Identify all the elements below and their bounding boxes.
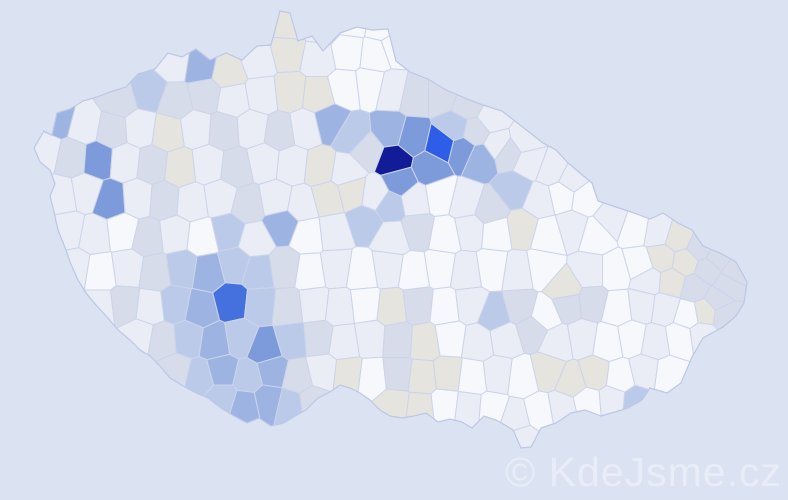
- map-cell[interactable]: [686, 3, 788, 262]
- map-cell[interactable]: [627, 288, 656, 325]
- map-cell[interactable]: [128, 384, 238, 500]
- map-cell[interactable]: [571, 130, 660, 218]
- map-cell[interactable]: [380, 0, 500, 71]
- map-cell[interactable]: [350, 286, 381, 324]
- map-cell[interactable]: [159, 214, 191, 255]
- map-cell[interactable]: [271, 286, 304, 327]
- map-cell[interactable]: [324, 286, 355, 327]
- map-cell[interactable]: [364, 0, 472, 42]
- map-cell[interactable]: [482, 354, 513, 396]
- map-cell[interactable]: [211, 19, 249, 89]
- map-cell[interactable]: [354, 319, 386, 359]
- map-cell[interactable]: [476, 0, 602, 134]
- map-cell[interactable]: [382, 357, 413, 392]
- map-cell[interactable]: [434, 320, 467, 358]
- map-cell[interactable]: [149, 179, 180, 222]
- map-cell[interactable]: [330, 34, 364, 72]
- country-border: [33, 10, 748, 449]
- map-cell[interactable]: [332, 356, 363, 420]
- map-cell[interactable]: [558, 0, 746, 193]
- map-cell[interactable]: [275, 144, 309, 187]
- map-cell[interactable]: [135, 287, 165, 326]
- map-cell[interactable]: [122, 177, 153, 220]
- map-cell[interactable]: [0, 352, 192, 500]
- map-cell[interactable]: [705, 92, 788, 272]
- map-cell[interactable]: [111, 248, 144, 288]
- map-cell[interactable]: [0, 109, 62, 201]
- map-cell[interactable]: [54, 0, 139, 118]
- map-cell[interactable]: [376, 286, 408, 327]
- map-cell[interactable]: [0, 247, 91, 350]
- map-cell[interactable]: [443, 424, 607, 500]
- map-cell[interactable]: [273, 71, 307, 114]
- map-cell[interactable]: [78, 212, 111, 255]
- map-cell[interactable]: [109, 142, 141, 184]
- map-cell[interactable]: [430, 388, 459, 500]
- map-cell[interactable]: [443, 391, 482, 500]
- map-cell[interactable]: [191, 143, 225, 186]
- map-cell[interactable]: [151, 112, 185, 153]
- map-cell[interactable]: [457, 357, 488, 395]
- map-cell[interactable]: [164, 146, 197, 188]
- map-cell[interactable]: [298, 286, 330, 324]
- map-cell[interactable]: [84, 0, 200, 83]
- map-cell[interactable]: [200, 389, 268, 500]
- map-cell[interactable]: [180, 109, 212, 151]
- map-cell[interactable]: [432, 355, 463, 392]
- map-cell[interactable]: [173, 319, 204, 360]
- map-cell[interactable]: [664, 0, 788, 253]
- map-cell[interactable]: [402, 286, 434, 326]
- map-cell[interactable]: [614, 384, 755, 500]
- map-cell[interactable]: [176, 181, 209, 223]
- map-cell[interactable]: [643, 4, 738, 248]
- map-cell[interactable]: [299, 385, 354, 500]
- map-cell[interactable]: [407, 358, 437, 395]
- map-cell[interactable]: [349, 388, 410, 500]
- map-cell[interactable]: [429, 286, 460, 326]
- map-cell[interactable]: [0, 0, 82, 140]
- map-cell[interactable]: [299, 40, 337, 77]
- map-cell[interactable]: [450, 0, 547, 121]
- map-cell[interactable]: [303, 319, 334, 358]
- map-cell[interactable]: [138, 252, 172, 292]
- map-cell[interactable]: [83, 251, 117, 291]
- map-cell[interactable]: [0, 289, 116, 500]
- map-cell[interactable]: [0, 318, 154, 500]
- map-cell[interactable]: [712, 300, 788, 423]
- map-cell[interactable]: [382, 321, 414, 358]
- map-cell[interactable]: [598, 385, 626, 500]
- map-cell[interactable]: [508, 0, 694, 153]
- map-cell[interactable]: [653, 354, 788, 500]
- map-cell[interactable]: [689, 322, 788, 451]
- map-cell[interactable]: [208, 110, 240, 152]
- map-cell[interactable]: [136, 144, 168, 185]
- map-cell[interactable]: [165, 249, 198, 290]
